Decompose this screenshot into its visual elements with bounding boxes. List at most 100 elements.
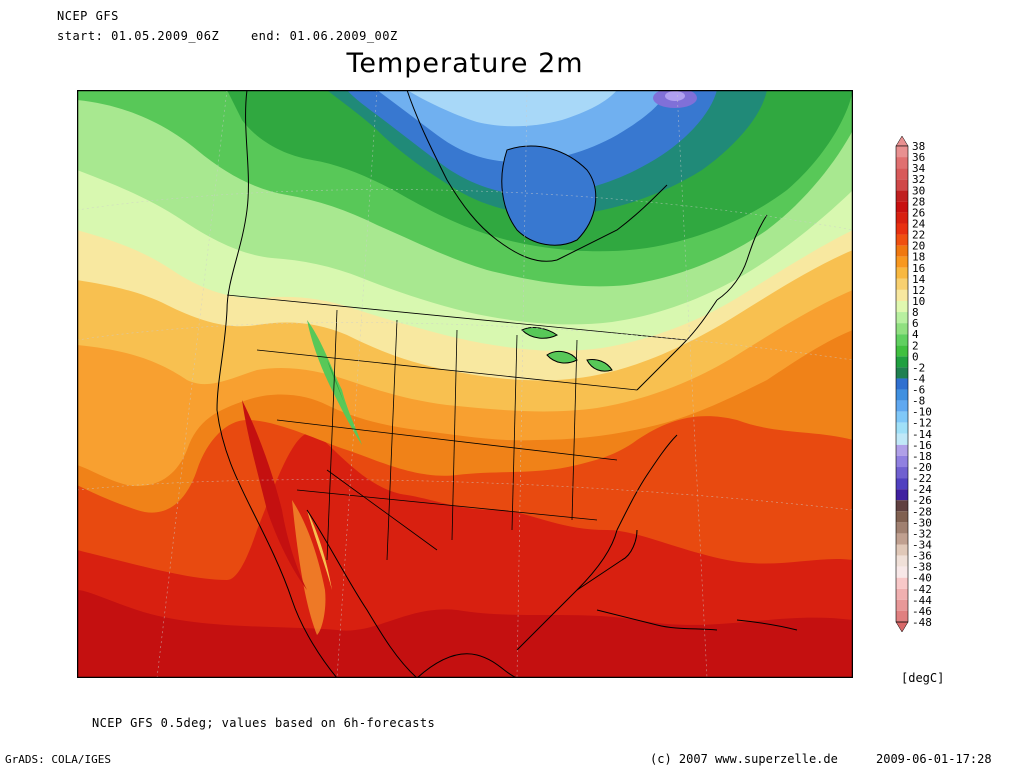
colorbar-label: 0 bbox=[912, 350, 919, 363]
colorbar-swatch bbox=[896, 378, 908, 390]
colorbar-swatch bbox=[896, 245, 908, 257]
colorbar-swatch bbox=[896, 234, 908, 246]
colorbar-label: 4 bbox=[912, 328, 919, 341]
colorbar-swatch bbox=[896, 533, 908, 545]
colorbar: 38363432302826242220181614121086420-2-4-… bbox=[895, 135, 932, 633]
colorbar-label: 10 bbox=[912, 295, 925, 308]
colorbar-label: 32 bbox=[912, 173, 925, 186]
colorbar-swatch bbox=[896, 356, 908, 368]
colorbar-swatch bbox=[896, 422, 908, 434]
colorbar-top-arrow bbox=[895, 135, 909, 147]
colorbar-swatch bbox=[896, 300, 908, 313]
colorbar-label: -28 bbox=[912, 505, 932, 518]
colorbar-label: -26 bbox=[912, 494, 932, 507]
graticule bbox=[77, 90, 853, 678]
colorbar-label: -14 bbox=[912, 428, 932, 441]
colorbar-swatch bbox=[896, 566, 908, 578]
colorbar-label: -48 bbox=[912, 616, 932, 629]
colorbar-swatch bbox=[896, 555, 908, 567]
colorbar-label: 24 bbox=[912, 217, 926, 230]
colorbar-label: 12 bbox=[912, 284, 925, 297]
colorbar-swatch bbox=[896, 278, 908, 290]
colorbar-label: -16 bbox=[912, 439, 932, 452]
colorbar-swatch bbox=[896, 289, 908, 301]
data-note: NCEP GFS 0.5deg; values based on 6h-fore… bbox=[92, 716, 436, 730]
colorbar-swatch bbox=[896, 212, 908, 224]
colorbar-swatch bbox=[896, 168, 908, 180]
colorbar-label: -36 bbox=[912, 550, 932, 563]
colorbar-swatch bbox=[896, 367, 908, 379]
colorbar-swatch bbox=[896, 489, 908, 501]
colorbar-swatch bbox=[896, 267, 908, 279]
model-name: NCEP GFS bbox=[57, 9, 119, 23]
colorbar-swatch bbox=[896, 610, 908, 622]
colorbar-label: 16 bbox=[912, 262, 925, 275]
colorbar-swatch bbox=[896, 500, 908, 512]
colorbar-label: -22 bbox=[912, 472, 932, 485]
colorbar-label: -32 bbox=[912, 527, 932, 540]
coastlines bbox=[216, 90, 798, 678]
timestamp: 2009-06-01-17:28 bbox=[876, 752, 992, 766]
colorbar-label: 20 bbox=[912, 240, 925, 253]
colorbar-label: 30 bbox=[912, 184, 925, 197]
colorbar-label: -18 bbox=[912, 450, 932, 463]
colorbar-label: -46 bbox=[912, 605, 932, 618]
colorbar-swatch bbox=[896, 223, 908, 235]
colorbar-label: 22 bbox=[912, 229, 925, 242]
colorbar-swatch bbox=[896, 577, 908, 589]
colorbar-label: 34 bbox=[912, 162, 926, 175]
colorbar-swatch bbox=[896, 411, 908, 423]
colorbar-swatch bbox=[896, 389, 908, 401]
state-borders bbox=[226, 294, 688, 561]
colorbar-bottom-arrow bbox=[895, 621, 909, 633]
colorbar-swatch bbox=[896, 345, 908, 357]
colorbar-label: -20 bbox=[912, 461, 932, 474]
colorbar-swatch bbox=[896, 588, 908, 600]
software-credit: GrADS: COLA/IGES bbox=[5, 753, 111, 766]
colorbar-label: 14 bbox=[912, 273, 926, 286]
colorbar-label: 8 bbox=[912, 306, 919, 319]
colorbar-label: -42 bbox=[912, 583, 932, 596]
colorbar-swatch bbox=[896, 312, 908, 324]
colorbar-label: -24 bbox=[912, 483, 932, 496]
colorbar-label: -38 bbox=[912, 561, 932, 574]
colorbar-swatch bbox=[896, 444, 908, 456]
colorbar-swatch bbox=[896, 146, 908, 158]
colorbar-swatch bbox=[896, 467, 908, 479]
colorbar-label: -8 bbox=[912, 395, 925, 408]
colorbar-label: -6 bbox=[912, 384, 925, 397]
colorbar-swatch bbox=[896, 256, 908, 268]
great-lakes bbox=[521, 327, 613, 372]
map-title: Temperature 2m bbox=[346, 48, 584, 79]
colorbar-label: 26 bbox=[912, 206, 925, 219]
colorbar-swatch bbox=[896, 157, 908, 169]
colorbar-swatch bbox=[896, 455, 908, 468]
colorbar-label: 38 bbox=[912, 140, 925, 153]
colorbar-swatch bbox=[896, 400, 908, 412]
copyright: (c) 2007 www.superzelle.de bbox=[650, 752, 838, 766]
temperature-map bbox=[77, 90, 853, 678]
end-time: end: 01.06.2009_00Z bbox=[250, 29, 398, 43]
colorbar-label: -2 bbox=[912, 361, 925, 374]
start-time: start: 01.05.2009_06Z bbox=[57, 29, 220, 43]
colorbar-swatch bbox=[896, 599, 908, 611]
colorbar-label: -44 bbox=[912, 594, 932, 607]
mexico-hot-zone bbox=[307, 510, 332, 590]
temp-zone-pale-blue bbox=[407, 90, 617, 127]
california-heat bbox=[242, 400, 307, 590]
colorbar-label: 6 bbox=[912, 317, 919, 330]
colorbar-label: -12 bbox=[912, 417, 932, 430]
colorbar-swatch bbox=[896, 179, 908, 191]
colorbar-swatch bbox=[896, 323, 908, 335]
colorbar-label: -34 bbox=[912, 539, 932, 552]
colorbar-label: -30 bbox=[912, 516, 932, 529]
colorbar-swatch bbox=[896, 201, 908, 213]
colorbar-swatch bbox=[896, 544, 908, 556]
colorbar-label: 28 bbox=[912, 195, 925, 208]
forecast-period: start: 01.05.2009_06Z end: 01.06.2009_00… bbox=[57, 29, 422, 43]
colorbar-swatch bbox=[896, 334, 908, 346]
colorbar-swatch bbox=[896, 522, 908, 534]
unit-label: [degC] bbox=[901, 671, 945, 685]
colorbar-swatch bbox=[896, 190, 908, 202]
colorbar-label: 18 bbox=[912, 251, 925, 264]
